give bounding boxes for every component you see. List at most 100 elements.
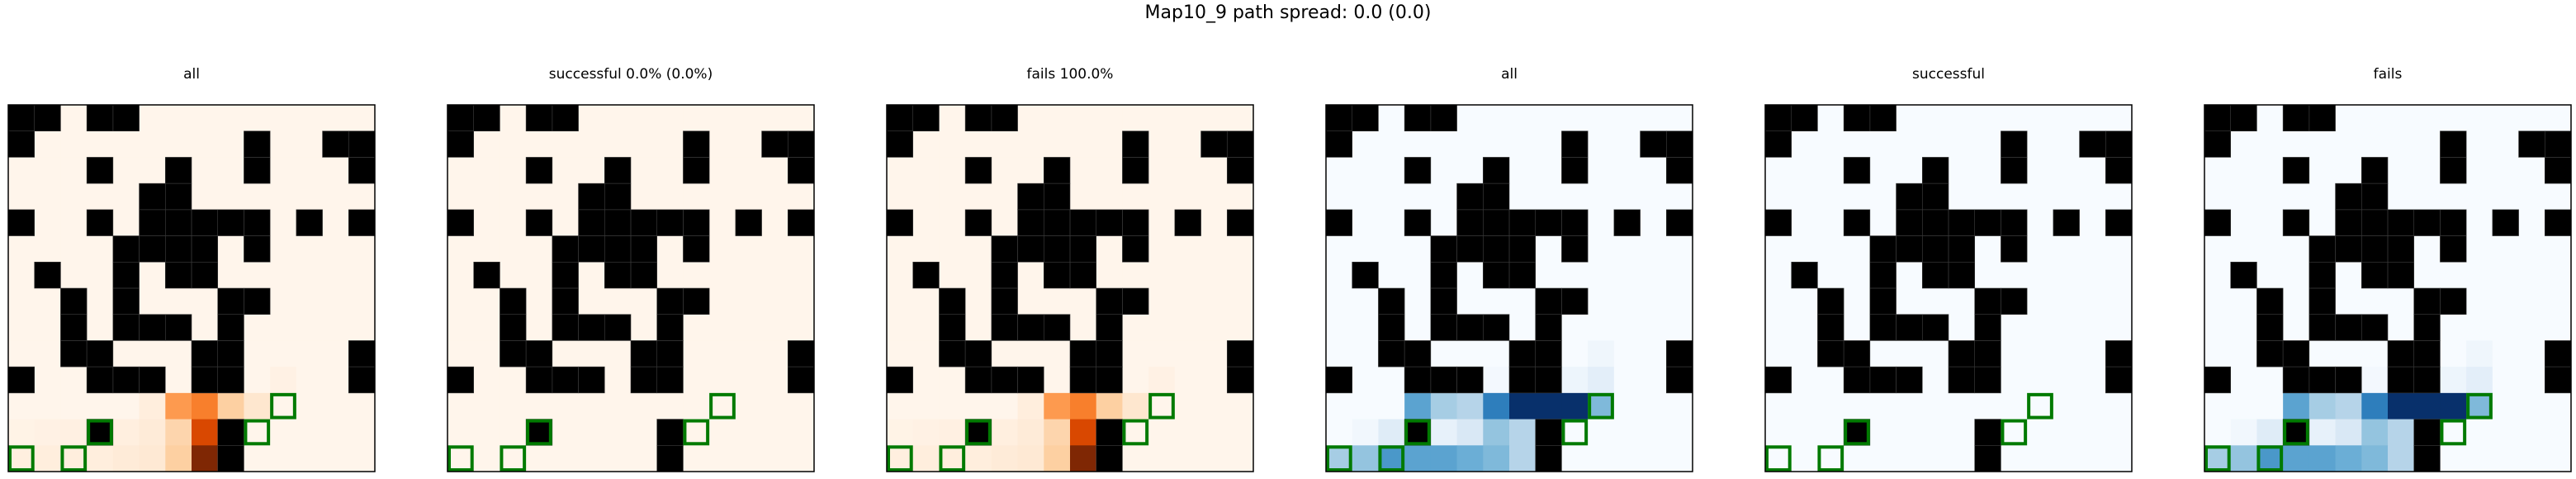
wall-cell [2413,367,2441,394]
wall-cell [761,130,788,158]
heat-cell [2413,183,2441,211]
heat-cell [34,157,61,184]
heat-cell [296,157,323,184]
heat-cell [1561,314,1589,341]
start-marker [1326,445,1352,472]
wall-cell [87,157,114,184]
heat-cell [1404,392,1432,420]
heat-cell [1096,157,1123,184]
wall-cell [2308,314,2336,341]
wall-cell [1352,262,1379,289]
heat-cell [2256,130,2284,158]
heat-cell [2518,157,2545,184]
heat-cell [1666,288,1693,315]
heat-cell [991,183,1018,211]
heat-cell [2518,314,2545,341]
wall-cell [2283,419,2310,446]
heat-cell [2440,445,2467,472]
heat-cell [2518,445,2545,472]
wall-cell [165,183,192,211]
heat-cell [1378,392,1405,420]
heat-cell [34,183,61,211]
heat-cell [1122,419,1149,446]
wall-cell [139,367,166,394]
heat-cell [1949,183,1976,211]
heat-cell [1974,235,2001,263]
heat-cell [2001,262,2028,289]
heat-cell [2027,157,2054,184]
wall-cell [2204,105,2232,132]
heat-cell [1765,262,1792,289]
heat-cell [1869,130,1896,158]
heat-cell [1174,183,1201,211]
wall-cell [1949,209,1976,236]
heat-cell [322,235,349,263]
heat-cell [270,340,297,368]
start-marker [1588,392,1614,420]
heat-cell [322,445,349,472]
heat-cell [578,288,605,315]
heat-cell [788,392,815,420]
heat-cell [1949,392,1976,420]
heat-cell [1949,314,1976,341]
heat-cell [2079,314,2106,341]
heat-cell [1588,183,1615,211]
heat-cell [270,130,297,158]
heat-cell [2361,419,2389,446]
wall-cell [1430,262,1457,289]
wall-cell [87,105,114,132]
heat-cell [1070,157,1097,184]
heat-cell [1227,419,1254,446]
heat-cell [1613,130,1641,158]
wall-cell [2361,235,2389,263]
heat-cell [1896,130,1923,158]
wall-cell [112,314,140,341]
wall-cell [1430,314,1457,341]
wall-cell [1765,130,1792,158]
wall-cell [656,314,684,341]
wall-cell [60,288,88,315]
wall-cell [991,367,1018,394]
heat-cell [656,130,684,158]
wall-cell [447,130,475,158]
wall-outline [1122,235,1149,263]
heat-cell [244,262,271,289]
wall-cell [578,235,605,263]
start-marker [270,392,296,420]
heat-cell [1561,419,1589,446]
wall-cell [887,367,914,394]
heat-cell [2518,105,2545,132]
panel-frame [7,104,376,472]
heat-cell [1640,235,1667,263]
heat-cell [2335,288,2362,315]
heat-cell [761,209,788,236]
wall-cell [887,209,914,236]
heat-cell [2545,262,2572,289]
heat-cell [2413,105,2441,132]
heat-cell [270,445,297,472]
heat-cell [1430,392,1457,420]
heat-cell [2053,445,2080,472]
heat-cell [1200,314,1228,341]
wall-cell [2388,235,2415,263]
heat-cell [656,105,684,132]
heat-cell [526,235,553,263]
wall-cell [60,314,88,341]
heat-cell [60,367,88,394]
wall-cell [1974,340,2001,368]
heat-cell [683,262,710,289]
heat-cell [939,209,966,236]
heat-cell [244,367,271,394]
heat-cell [1613,105,1641,132]
wall-cell [322,130,349,158]
heat-cell [2105,314,2133,341]
heat-cell [656,392,684,420]
wall-outline [1508,261,1537,289]
heat-cell [1200,105,1228,132]
heat-cell [1561,445,1589,472]
wall-cell [2256,340,2284,368]
heat-cell [244,340,271,368]
wall-cell [217,288,244,315]
wall-cell [965,209,992,236]
wall-cell [991,105,1018,132]
